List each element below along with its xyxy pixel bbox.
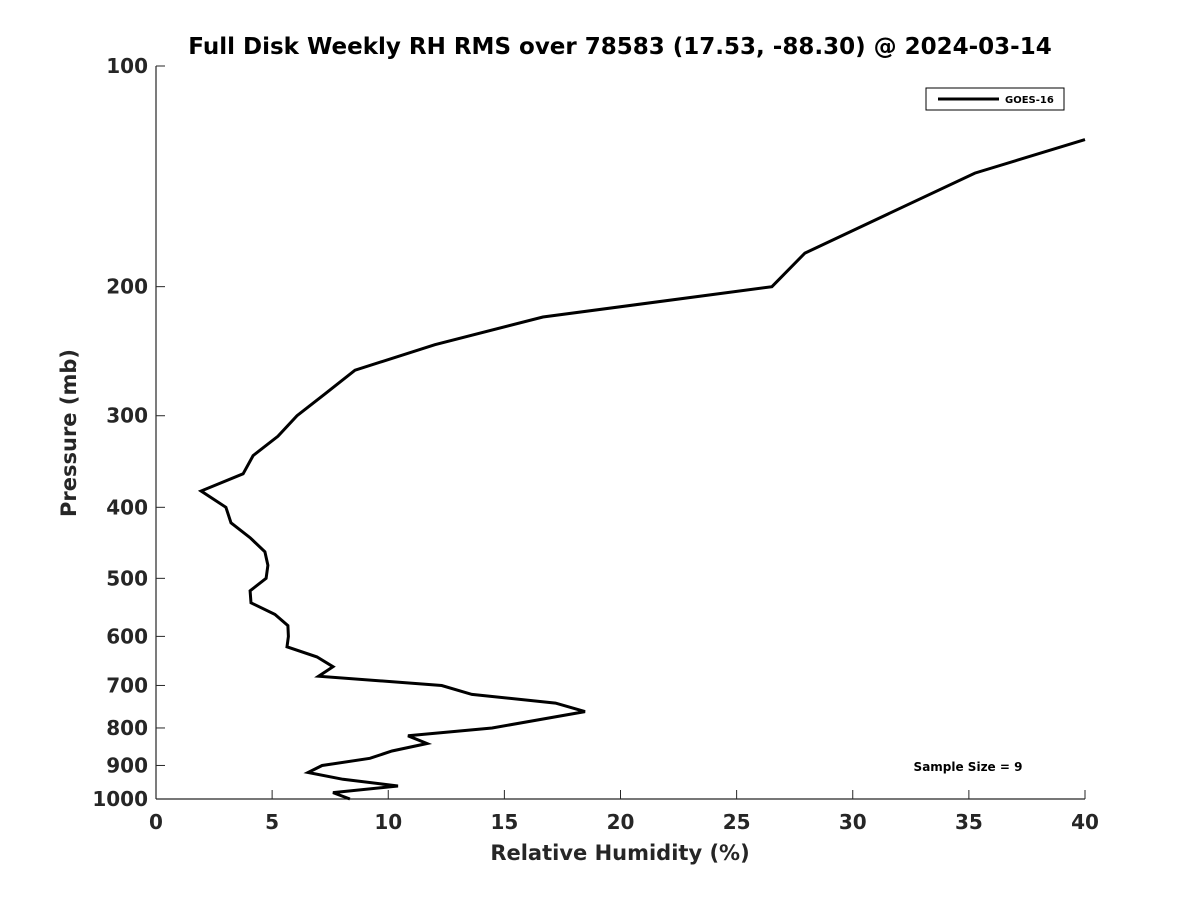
y-tick-label: 400 (106, 495, 148, 519)
y-tick-label: 800 (106, 716, 148, 740)
x-tick-label: 5 (265, 810, 279, 834)
series-line-goes-16 (197, 138, 1086, 801)
x-tick-label: 35 (955, 810, 983, 834)
x-tick-label: 0 (149, 810, 163, 834)
x-tick-label: 25 (723, 810, 751, 834)
x-tick-label: 40 (1071, 810, 1099, 834)
y-tick-label: 200 (106, 275, 148, 299)
axes: 0 5 10 15 20 25 30 35 40 100 200 300 400 500 600 700 800… (92, 54, 1099, 834)
x-tick-label: 10 (374, 810, 402, 834)
y-tick-label: 600 (106, 624, 148, 648)
legend-label-goes-16: GOES-16 (1005, 95, 1054, 106)
y-tick-label: 700 (106, 673, 148, 697)
x-axis-label: Relative Humidity (%) (490, 841, 749, 865)
y-axis-label: Pressure (mb) (57, 349, 81, 517)
x-tick-label: 15 (490, 810, 518, 834)
y-tick-label: 100 (106, 54, 148, 78)
legend: GOES-16 (925, 87, 1065, 111)
y-tick-label: 900 (106, 753, 148, 777)
chart-title: Full Disk Weekly RH RMS over 78583 (17.5… (188, 34, 1051, 60)
sample-size-annotation: Sample Size = 9 (914, 760, 1023, 774)
y-tick-label: 300 (106, 404, 148, 428)
x-tick-label: 20 (607, 810, 635, 834)
x-tick-label: 30 (839, 810, 867, 834)
y-tick-label: 500 (106, 566, 148, 590)
plot-area (197, 138, 1086, 801)
y-tick-label: 1000 (92, 787, 148, 811)
